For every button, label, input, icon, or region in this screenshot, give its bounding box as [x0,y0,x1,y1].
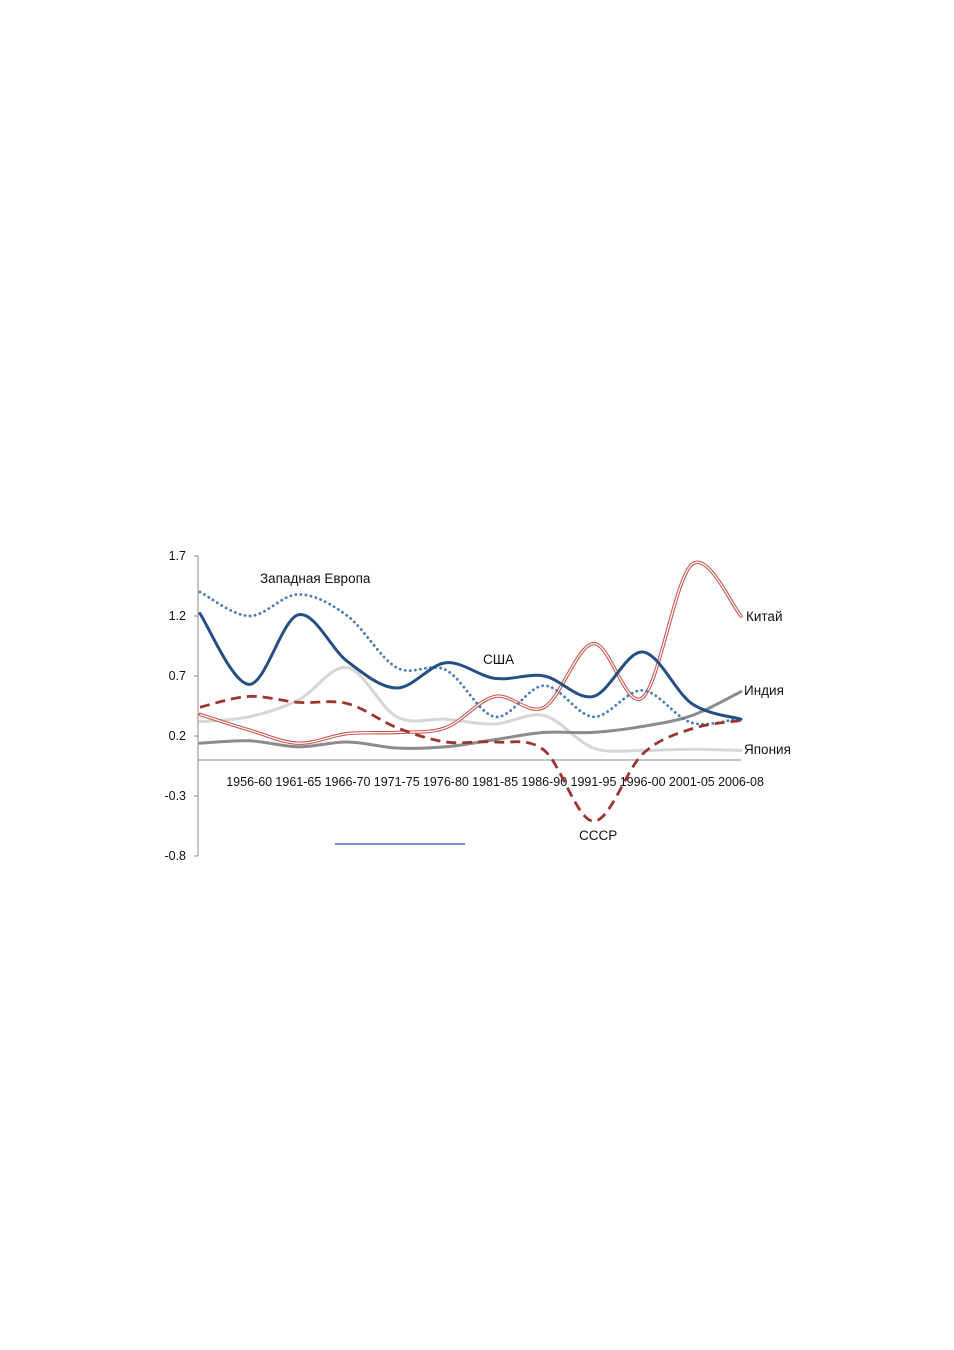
series-label-western-europe: Западная Европа [260,571,371,586]
y-tick-label: 1.2 [169,609,186,623]
x-tick-label: 1981-85 [472,775,518,789]
y-tick-label: -0.3 [164,789,186,803]
x-tick-label: 2006-08 [718,775,764,789]
series-line-5 [199,694,742,823]
series-label-india: Индия [744,683,784,698]
y-tick-label: 0.2 [169,729,186,743]
series-line-2 [198,560,743,745]
y-tick-label: 1.7 [169,549,186,563]
x-tick-label: 1996-00 [620,775,666,789]
x-tick-label: 1986-90 [521,775,567,789]
y-tick-label: 0.7 [169,669,186,683]
series-line-1 [198,612,743,721]
series-line-2-inner [199,561,742,744]
x-tick-label: 1991-95 [571,775,617,789]
series-line-0 [198,590,743,726]
series-lines [198,560,743,823]
series-label-japan: Япония [744,742,791,757]
x-tick-label: 2001-05 [669,775,715,789]
chart-axes [197,556,741,856]
y-axis-ticks: 1.7 1.2 0.7 0.2 -0.3 -0.8 [164,549,198,863]
x-tick-label: 1956-60 [226,775,272,789]
x-tick-label: 1976-80 [423,775,469,789]
y-tick-label: -0.8 [164,849,186,863]
series-label-ussr: СССР [579,828,617,843]
x-tick-label: 1961-65 [275,775,321,789]
x-tick-label: 1971-75 [374,775,420,789]
series-label-china: Китай [746,609,783,624]
series-label-usa: США [483,652,514,667]
x-tick-label: 1966-70 [325,775,371,789]
x-axis-ticks: 1956-60 1961-65 1966-70 1971-75 1976-80 1981-… [226,775,764,789]
